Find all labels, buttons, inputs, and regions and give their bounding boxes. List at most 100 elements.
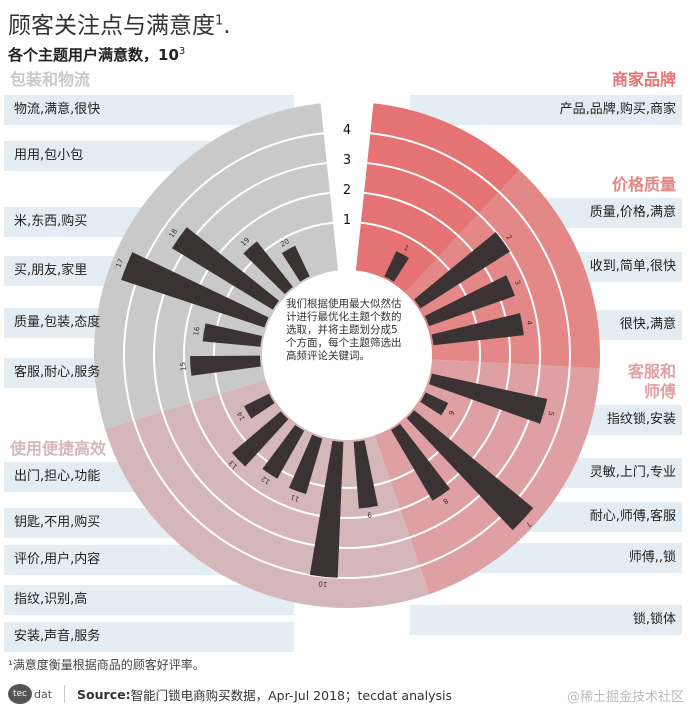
ring-tick-label: 1: [342, 213, 352, 228]
bar-label-19: 19: [239, 236, 251, 248]
keyword-band: [410, 605, 682, 635]
group-header: 客服和 师傅: [628, 362, 676, 402]
keyword-label: 安装,声音,服务: [14, 629, 101, 644]
keyword-label: 质量,价格,满意: [589, 205, 676, 220]
bar-6: [420, 392, 449, 416]
subtitle-sup: 3: [178, 46, 186, 57]
ring-tick-label: 2: [342, 183, 352, 198]
bar-label-12: 12: [260, 474, 272, 486]
bar-7: [406, 410, 534, 531]
keyword-label: 灵敏,上门,专业: [589, 465, 676, 480]
source-text: 智能门锁电商购买数据，Apr-Jul 2018；tecdat analysis: [130, 687, 453, 703]
sector-0: [355, 103, 520, 293]
keyword-label: 用用,包小包: [14, 148, 84, 163]
logo-text: dat: [34, 687, 53, 701]
footnote: ¹满意度衡量根据商品的顾客好评率。: [8, 658, 205, 672]
bar-label-13: 13: [227, 459, 239, 471]
bar-20: [281, 245, 310, 282]
bar-9: [353, 440, 378, 509]
group-header: 包装和物流: [10, 70, 90, 90]
ring-line: [213, 221, 481, 489]
watermark: @稀土掘金技术社区: [566, 690, 684, 705]
keyword-label: 评价,用户,内容: [14, 552, 101, 567]
bar-label-4: 4: [525, 320, 534, 326]
keyword-band: [410, 95, 682, 125]
inner-circle: [262, 270, 432, 440]
bar-14: [243, 393, 275, 419]
divider: [64, 685, 66, 703]
bar-label-18: 18: [168, 227, 180, 239]
bar-label-6: 6: [446, 409, 455, 417]
bar-label-2: 2: [504, 233, 513, 241]
group-header-line: 客服和: [627, 362, 676, 381]
bar-label-3: 3: [513, 279, 522, 286]
bar-18: [172, 227, 280, 310]
bar-11: [288, 434, 323, 495]
bar-19: [243, 241, 293, 295]
title-sup: 1: [215, 13, 224, 29]
group-header-line: 师傅: [643, 382, 676, 401]
keyword-label: 锁,锁体: [632, 612, 676, 627]
bar-4: [431, 313, 524, 346]
ring-line: [123, 132, 571, 579]
keyword-label: 物流,满意,很快: [14, 102, 101, 117]
chart-subtitle: 各个主题用户满意数，103: [8, 44, 185, 65]
group-header: 使用便捷高效: [10, 439, 106, 459]
bar-label-15: 15: [179, 362, 188, 371]
ring-tick-label: 4: [342, 123, 352, 138]
bar-label-8: 8: [441, 496, 449, 505]
group-header: 价格质量: [612, 175, 676, 195]
bar-1: [384, 251, 409, 282]
bar-label-1: 1: [402, 244, 410, 253]
group-header-line: 包装和物流: [10, 70, 91, 89]
bar-3: [424, 275, 515, 327]
keyword-label: 产品,品牌,购买,商家: [559, 102, 676, 117]
keyword-label: 指纹锁,安装: [606, 412, 676, 427]
bar-17: [121, 252, 269, 328]
bar-label-11: 11: [289, 493, 300, 504]
group-header-line: 使用便捷高效: [10, 439, 107, 458]
group-header-line: 商家品牌: [611, 70, 676, 89]
ring-line: [153, 162, 541, 549]
bar-10: [309, 440, 344, 578]
tecdat-logo-icon: tec: [8, 684, 32, 704]
bar-5: [428, 373, 548, 424]
sector-3: [105, 379, 430, 609]
bar-label-17: 17: [114, 258, 125, 269]
sector-1: [404, 169, 600, 369]
keyword-label: 很快,满意: [619, 317, 676, 332]
subtitle-text: 各个主题用户满意数，10: [8, 46, 179, 64]
bar-15: [190, 355, 261, 376]
chart-title: 顾客关注点与满意度1.: [8, 6, 231, 40]
group-header: 商家品牌: [612, 70, 676, 90]
bar-label-10: 10: [318, 579, 328, 588]
bar-16: [202, 323, 263, 347]
keyword-label: 钥匙,不用,购买: [14, 515, 101, 530]
keyword-label: 出门,担心,功能: [14, 469, 101, 484]
keyword-band: [4, 95, 294, 125]
bar-8: [391, 423, 451, 501]
keyword-label: 质量,包装,态度: [14, 315, 101, 330]
keyword-label: 买,朋友,家里: [14, 263, 88, 278]
bar-label-7: 7: [524, 520, 533, 529]
bar-label-5: 5: [546, 410, 555, 417]
bar-13: [232, 411, 289, 467]
keyword-label: 客服,耐心,服务: [14, 365, 101, 380]
bar-label-20: 20: [279, 237, 291, 248]
keyword-band: [4, 585, 294, 615]
ring-line: [183, 191, 511, 519]
bar-2: [414, 231, 510, 309]
title-suffix: .: [223, 13, 231, 39]
bar-label-16: 16: [192, 326, 201, 337]
source-label: Source:: [77, 686, 131, 702]
ring-tick-label: 3: [342, 153, 352, 168]
group-header-line: 价格质量: [611, 175, 676, 194]
bar-12: [262, 424, 305, 479]
title-text: 顾客关注点与满意度: [8, 13, 215, 39]
keyword-label: 耐心,师傅,客服: [589, 509, 676, 524]
keyword-label: 指纹,识别,高: [14, 592, 88, 607]
keyword-label: 米,东西,购买: [14, 214, 88, 229]
keyword-band: [4, 622, 294, 652]
